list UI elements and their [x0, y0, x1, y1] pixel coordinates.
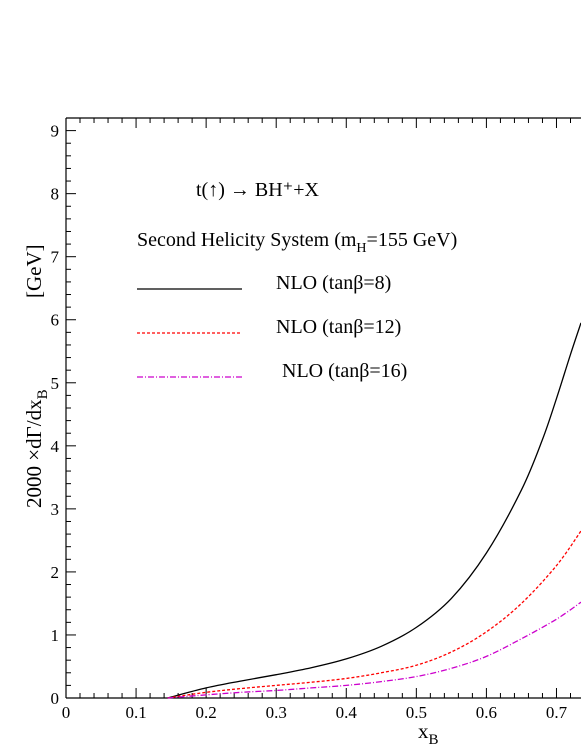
chart-title: t(↑) → BH⁺+X: [196, 179, 319, 201]
curves: [167, 322, 581, 699]
legend-label-tanb12: NLO (tanβ=12): [276, 316, 401, 338]
x-tick-label: 0.5: [406, 703, 427, 722]
x-tick-label: 0.3: [266, 703, 287, 722]
legend-label-tanb16: NLO (tanβ=16): [282, 360, 407, 382]
subtitle-rest: =155 GeV): [367, 229, 458, 251]
x-tick-label: 0.1: [125, 703, 146, 722]
y-tick-label: 2: [51, 563, 60, 582]
series-line-1: [167, 530, 581, 699]
chart-subtitle: Second Helicity System (mH=155 GeV): [137, 229, 457, 256]
y-tick-label: 9: [51, 122, 60, 141]
y-tick-label: 3: [51, 500, 60, 519]
subtitle-subscript: H: [356, 241, 366, 256]
y-tick-label: 4: [51, 437, 60, 456]
series-line-0: [167, 322, 581, 699]
y-axis-label: 2000 ×dΓ/dxB: [22, 389, 51, 508]
x-tick-label: 0.6: [476, 703, 497, 722]
x-axis-label: xB: [418, 719, 439, 748]
x-axis-label-subscript: B: [429, 732, 439, 748]
x-tick-label: 0.4: [336, 703, 358, 722]
x-tick-label: 0.7: [546, 703, 568, 722]
y-axis-unit: [GeV]: [22, 244, 46, 298]
y-tick-label: 5: [51, 374, 60, 393]
series-line-2: [167, 601, 581, 699]
x-tick-label: 0: [62, 703, 71, 722]
x-tick-label: 0.2: [196, 703, 217, 722]
y-tick-label: 0: [51, 689, 60, 708]
legend: NLO (tanβ=8) NLO (tanβ=12) NLO (tanβ=16): [137, 272, 407, 382]
y-tick-label: 1: [51, 626, 60, 645]
legend-label-tanb8: NLO (tanβ=8): [276, 272, 391, 294]
y-tick-label: 6: [51, 311, 60, 330]
ticks: 0 0.1 0.2 0.3 0.4 0.5 0.6 0.7 0 1 2 3 4 5 6 7 8 9: [51, 117, 571, 722]
y-tick-label: 8: [51, 185, 60, 204]
y-tick-label: 7: [51, 248, 60, 267]
y-axis-label-subscript: B: [35, 389, 51, 399]
